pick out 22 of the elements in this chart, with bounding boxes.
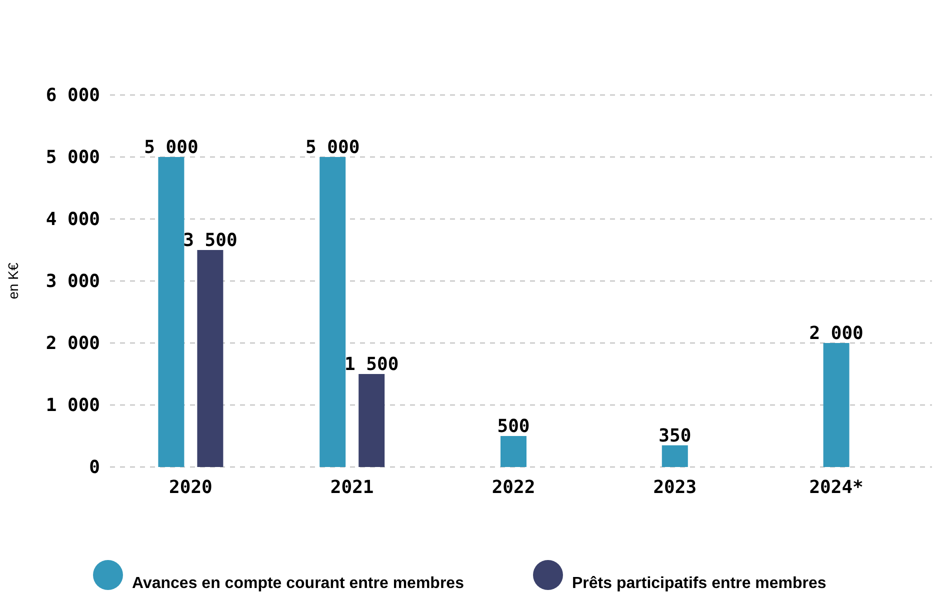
x-tick-label: 2023 <box>653 477 697 498</box>
y-tick-label: 4 000 <box>46 209 100 230</box>
data-label: 5 000 <box>144 137 198 158</box>
y-tick-label: 6 000 <box>46 85 100 106</box>
x-tick-label: 2024* <box>809 477 864 498</box>
data-label: 3 500 <box>183 230 238 251</box>
x-tick-label: 2021 <box>330 477 374 498</box>
data-label: 350 <box>658 425 692 446</box>
data-label: 5 000 <box>306 137 360 158</box>
y-tick-label: 0 <box>89 457 100 478</box>
x-tick-label: 2020 <box>169 477 212 498</box>
y-tick-label: 3 000 <box>46 271 100 292</box>
y-axis-title: en K€ <box>5 262 21 300</box>
y-tick-label: 5 000 <box>46 147 100 168</box>
data-label: 1 500 <box>344 354 399 375</box>
legend-label: Prêts participatifs entre membres <box>572 575 826 592</box>
y-tick-label: 2 000 <box>46 333 100 354</box>
data-label: 500 <box>497 416 530 437</box>
legend-label: Avances en compte courant entre membres <box>132 575 464 592</box>
y-tick-label: 1 000 <box>46 395 100 416</box>
x-tick-label: 2022 <box>492 477 536 498</box>
data-label: 2 000 <box>809 323 864 344</box>
